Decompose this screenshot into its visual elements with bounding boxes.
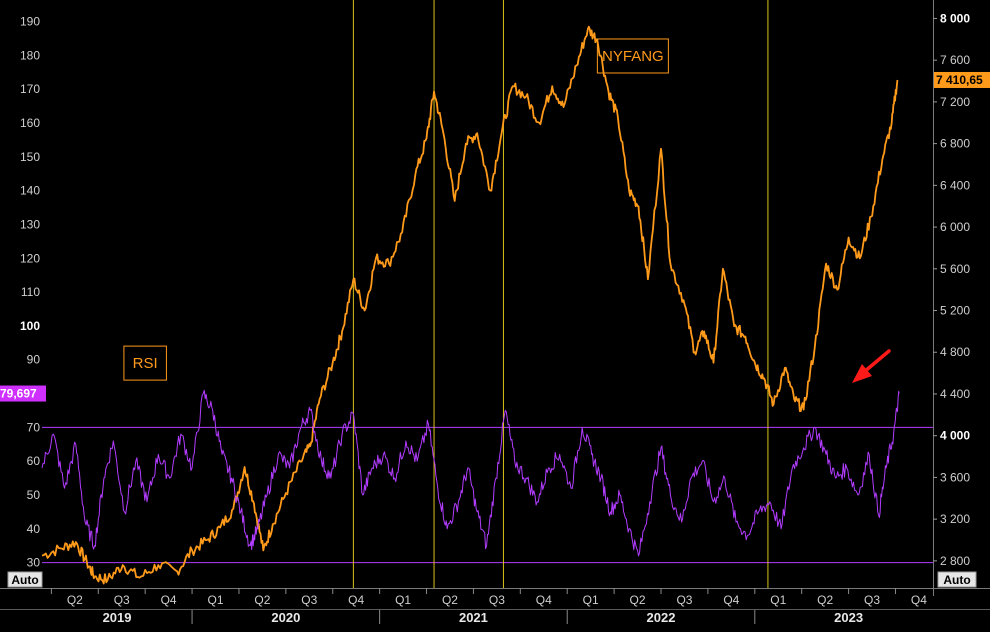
left-tick-label: 170 [20, 82, 40, 96]
right-tick-label: 8 000 [940, 11, 970, 25]
year-label: 2020 [271, 610, 300, 625]
left-tick-label: 160 [20, 116, 40, 130]
right-tick-label: 6 800 [940, 137, 970, 151]
quarter-label: Q4 [723, 593, 739, 607]
quarter-label: Q3 [489, 593, 505, 607]
quarter-label: Q1 [770, 593, 786, 607]
annotation-box-nyfang [596, 38, 669, 74]
left-tick-label: 140 [20, 184, 40, 198]
quarter-label: Q3 [864, 593, 880, 607]
red-arrow-shaft [862, 349, 891, 374]
right-tick-label: 7 600 [940, 53, 970, 67]
quarter-label: Q4 [348, 593, 364, 607]
annotation-label-rsi: RSI [133, 355, 158, 372]
quarter-label: Q4 [536, 593, 552, 607]
nyfang-value-badge: 7 410,65 [936, 73, 983, 87]
left-auto-button: Auto [11, 573, 38, 587]
quarter-label: Q2 [442, 593, 458, 607]
left-tick-label: 70 [27, 420, 41, 434]
year-label: 2021 [459, 610, 488, 625]
quarter-label: Q2 [67, 593, 83, 607]
right-tick-label: 4 000 [940, 429, 970, 443]
right-auto-button: Auto [943, 573, 970, 587]
annotation-label-nyfang: NYFANG [602, 48, 664, 65]
quarter-label: Q1 [583, 593, 599, 607]
series-line-rsi [41, 389, 900, 557]
left-tick-label: 40 [27, 522, 41, 536]
quarter-label: Q3 [114, 593, 130, 607]
left-tick-label: 90 [27, 353, 41, 367]
right-tick-label: 6 000 [940, 220, 970, 234]
left-tick-label: 60 [27, 454, 41, 468]
value-badges: Auto Auto 79,697 7 410,65 [0, 71, 990, 588]
left-tick-label: 120 [20, 251, 40, 265]
right-tick-label: 7 200 [940, 95, 970, 109]
left-tick-label: 110 [21, 285, 40, 299]
series-line-nyfang [41, 25, 899, 585]
year-label: 2019 [103, 610, 132, 625]
quarter-label: Q1 [208, 593, 224, 607]
right-tick-label: 5 600 [940, 262, 970, 276]
nyfang-value-badge-bg [934, 71, 990, 88]
right-tick-label: 6 400 [940, 178, 970, 192]
quarter-label: Q2 [630, 593, 646, 607]
quarter-label: Q2 [817, 593, 833, 607]
year-label: 2023 [834, 610, 863, 625]
quarter-label: Q3 [301, 593, 317, 607]
quarter-label: Q3 [676, 593, 692, 607]
right-tick-label: 3 200 [940, 512, 970, 526]
quarter-label: Q1 [395, 593, 411, 607]
rsi-value-badge-bg [0, 385, 46, 402]
right-auto-button-bg [937, 571, 977, 588]
red-arrow [852, 349, 891, 383]
quarter-label: Q2 [254, 593, 270, 607]
rsi-value-badge: 79,697 [0, 387, 37, 401]
right-tick-label: 4 800 [940, 345, 970, 359]
left-tick-label: 50 [27, 488, 41, 502]
left-tick-label: 100 [20, 319, 40, 333]
annotations: NYFANG RSI [123, 38, 669, 381]
quarter-label: Q4 [161, 593, 177, 607]
annotation-box-rsi [123, 345, 167, 381]
right-tick-label: 2 800 [940, 554, 970, 568]
right-tick-label: 4 400 [940, 387, 970, 401]
left-tick-label: 150 [20, 150, 40, 164]
right-tick-label: 5 200 [940, 304, 970, 318]
right-tick-label: 3 600 [940, 470, 970, 484]
quarter-label: Q4 [911, 593, 927, 607]
left-tick-label: 180 [20, 48, 40, 62]
left-auto-button-bg [7, 571, 43, 588]
red-arrow-head [852, 364, 872, 383]
reference-lines [42, 426, 933, 564]
series-layer [41, 25, 900, 585]
year-label: 2022 [647, 610, 676, 625]
left-tick-label: 30 [27, 556, 41, 570]
left-tick-label: 190 [20, 15, 40, 29]
left-tick-label: 130 [20, 217, 40, 231]
